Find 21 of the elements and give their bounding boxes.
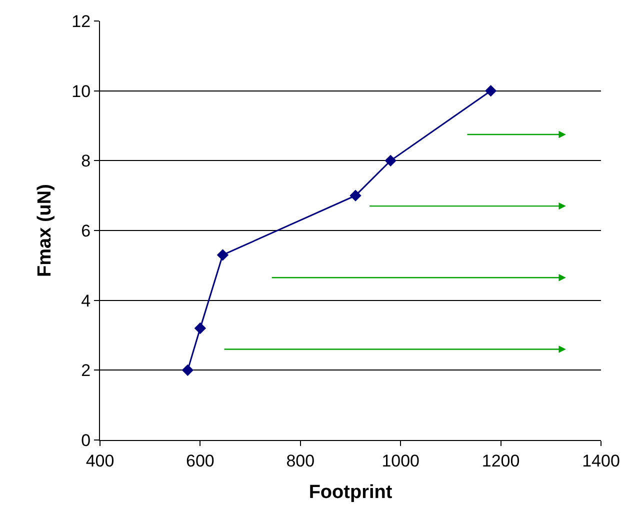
point [194,322,206,334]
y-tick-label: 6 [81,221,91,240]
x-tick-label: 1400 [582,451,620,470]
x-tick-label: 800 [286,451,315,470]
y-tick-label: 2 [81,361,91,380]
x-tick-label: 1000 [382,451,420,470]
y-tick-label: 0 [81,430,91,450]
point [216,249,229,261]
y-tick-label: 10 [72,82,91,101]
y-tick-label: 12 [72,12,91,31]
y-tick-label: 4 [81,291,91,310]
point [182,364,194,376]
point [384,154,396,167]
y-tick-label: 8 [81,152,91,171]
point [350,190,362,202]
point [484,84,497,97]
x-tick-label: 400 [86,451,114,470]
x-axis-title: Footprint [308,482,393,504]
x-tick-label: 600 [186,451,214,470]
y-axis-title: Fmax (uN) [34,184,56,277]
x-tick-label: 1200 [482,451,520,470]
